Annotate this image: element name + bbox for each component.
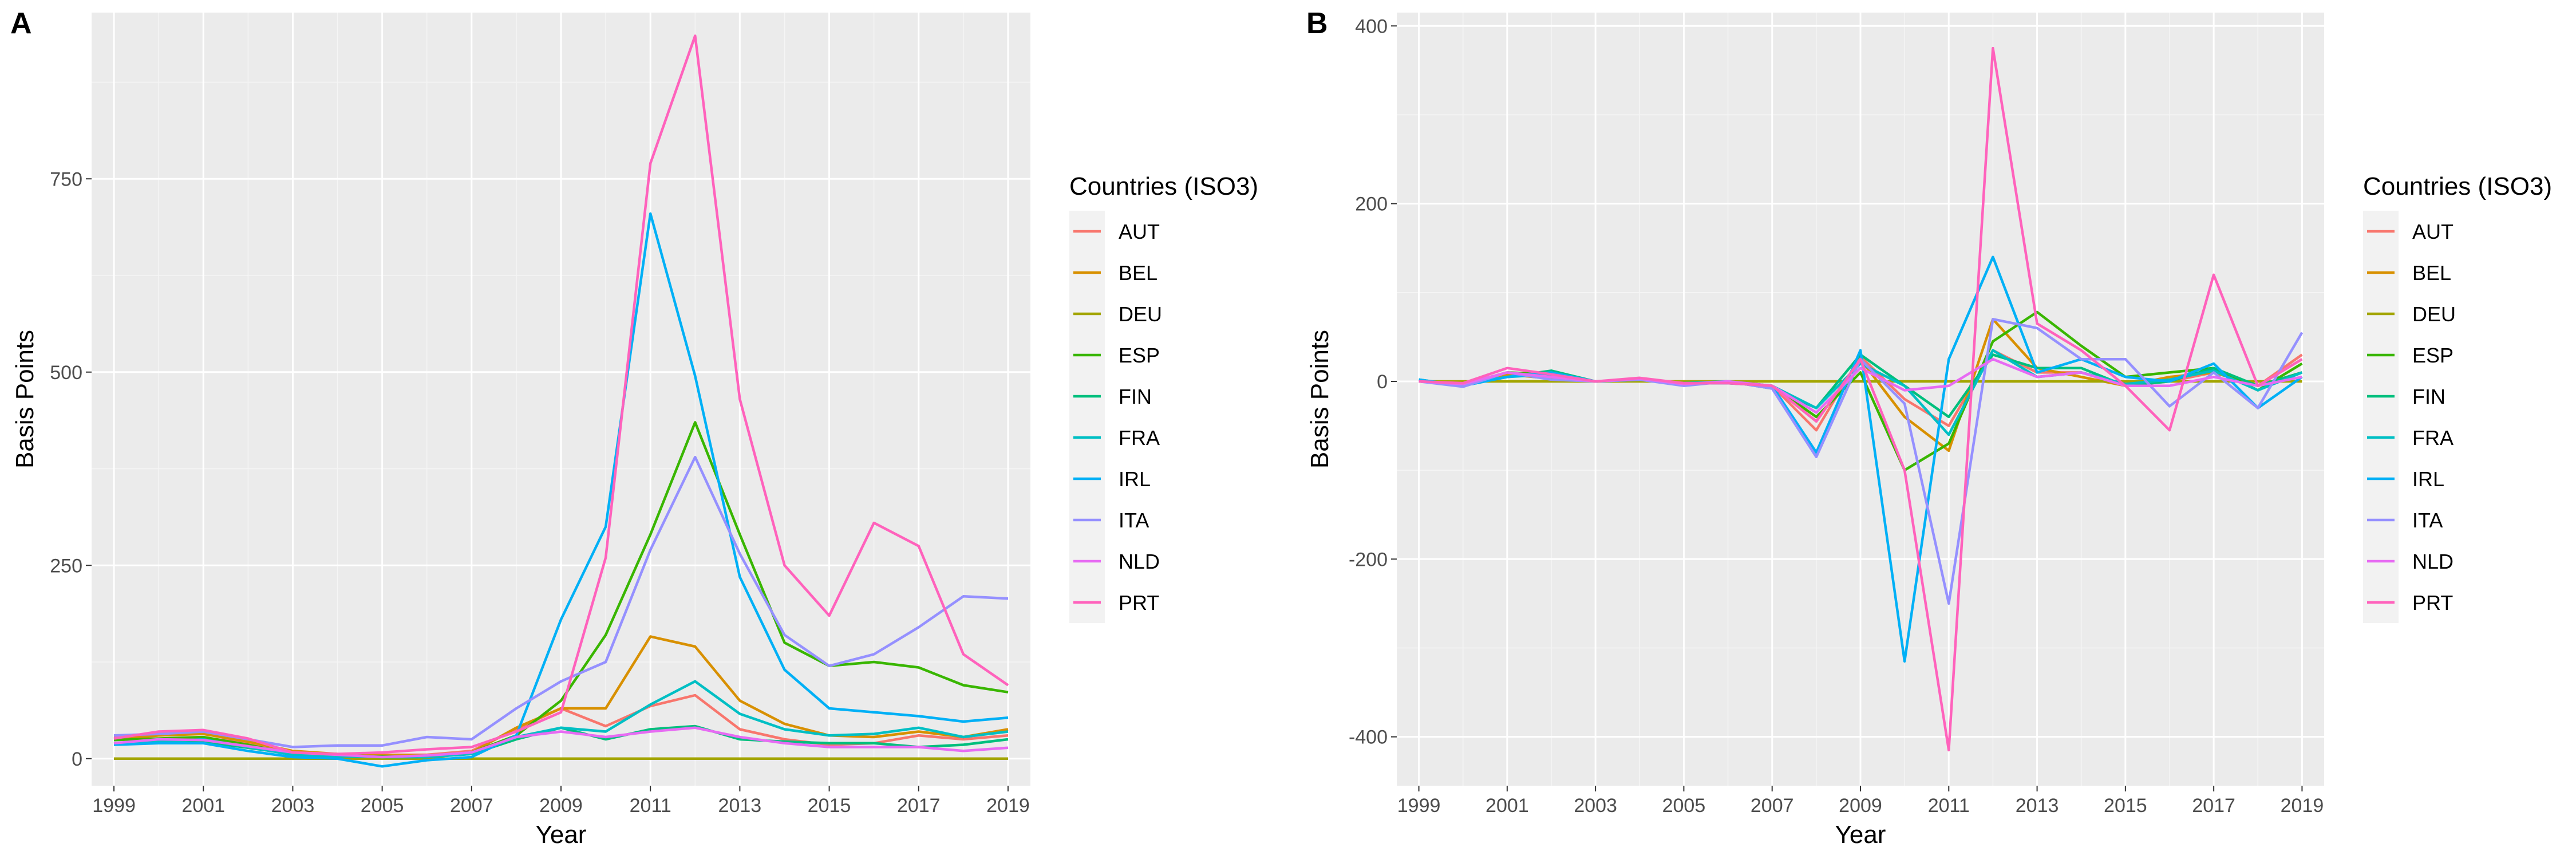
legend-label-nld: NLD [2412, 550, 2453, 573]
x-tick-label: 2003 [271, 795, 315, 817]
y-tick-label: 200 [1355, 194, 1388, 215]
series-line-nld [1419, 357, 2302, 414]
x-tick-label: 2011 [1928, 795, 1970, 817]
y-tick-label: 250 [50, 555, 82, 577]
panel-a-x-axis: 1999 2001 2003 2005 2007 2009 2011 2013 2015 2017… [92, 786, 1030, 817]
panel-a-label: A [10, 7, 32, 40]
legend-label-irl: IRL [1119, 467, 1151, 491]
panel-a-y-axis-title: Basis Points [11, 330, 39, 468]
panel-b: B 1999 2001 2003 2005 2007 2009 2011 2013 2015 20… [1306, 7, 2552, 849]
x-tick-label: 2017 [2192, 795, 2235, 817]
panel-b-series-lines [1419, 46, 2304, 752]
series-line-irl [113, 212, 1009, 768]
legend-label-fin: FIN [1119, 385, 1152, 408]
panel-b-y-axis-title: Basis Points [1306, 330, 1334, 468]
y-tick-label: 0 [72, 748, 82, 770]
panel-b-y-axis: -400 -200 0 200 400 [1349, 15, 1397, 748]
legend-label-fin: FIN [2412, 385, 2445, 408]
x-tick-label: 2009 [1839, 795, 1882, 817]
series-line-prt [113, 34, 1009, 755]
legend-label-bel: BEL [2412, 261, 2451, 285]
legend-label-fra: FRA [1119, 426, 1160, 450]
y-tick-label: -200 [1349, 549, 1388, 570]
y-tick-label: -400 [1349, 727, 1388, 748]
x-tick-label: 2019 [2281, 795, 2324, 817]
panel-a-y-axis: 0 250 500 750 [50, 168, 92, 770]
legend-label-prt: PRT [1119, 591, 1159, 614]
x-tick-label: 2009 [539, 795, 583, 817]
legend-label-prt: PRT [2412, 591, 2453, 614]
x-tick-label: 2013 [2016, 795, 2059, 817]
x-tick-label: 2003 [1574, 795, 1617, 817]
panel-b-x-axis: 1999 2001 2003 2005 2007 2009 2011 2013 2015 2017… [1397, 786, 2324, 817]
series-line-nld [113, 726, 1009, 759]
x-tick-label: 2019 [986, 795, 1030, 817]
x-tick-label: 2013 [718, 795, 762, 817]
legend-label-ita: ITA [1119, 509, 1149, 532]
panel-a-series-lines [113, 34, 1009, 768]
x-tick-label: 2007 [1751, 795, 1794, 817]
x-tick-label: 2015 [2104, 795, 2147, 817]
x-tick-label: 2007 [450, 795, 493, 817]
legend-label-deu: DEU [1119, 302, 1162, 326]
legend-label-deu: DEU [2412, 302, 2456, 326]
y-tick-label: 0 [1377, 371, 1388, 393]
y-tick-label: 500 [50, 362, 82, 384]
panel-b-label: B [1306, 7, 1328, 40]
legend-label-irl: IRL [2412, 467, 2444, 491]
x-tick-label: 1999 [1397, 795, 1441, 817]
panel-a: A 1999 2001 2003 2005 2007 2009 2011 2013 2015 20… [10, 7, 1258, 849]
x-tick-label: 1999 [92, 795, 136, 817]
panel-a-legend: Countries (ISO3) AUT BEL DEU ESP FIN FRA IRL IT… [1069, 172, 1258, 623]
legend-label-fra: FRA [2412, 426, 2453, 450]
x-tick-label: 2017 [897, 795, 941, 817]
x-tick-label: 2001 [1485, 795, 1529, 817]
panel-b-x-axis-title: Year [1835, 821, 1886, 849]
x-tick-label: 2015 [808, 795, 851, 817]
panel-a-legend-title: Countries (ISO3) [1069, 172, 1258, 200]
legend-key-background [2363, 211, 2399, 623]
legend-label-aut: AUT [1119, 220, 1160, 243]
x-tick-label: 2011 [630, 795, 671, 817]
legend-label-esp: ESP [1119, 344, 1160, 367]
legend-label-bel: BEL [1119, 261, 1157, 285]
y-tick-label: 400 [1355, 15, 1388, 37]
legend-label-nld: NLD [1119, 550, 1160, 573]
panel-a-x-axis-title: Year [536, 821, 587, 849]
series-line-prt [1419, 46, 2303, 752]
legend-label-ita: ITA [2412, 509, 2443, 532]
x-tick-label: 2005 [1662, 795, 1706, 817]
y-tick-label: 750 [50, 168, 82, 190]
legend-label-aut: AUT [2412, 220, 2453, 243]
x-tick-label: 2001 [181, 795, 225, 817]
x-tick-label: 2005 [361, 795, 404, 817]
legend-key-background [1069, 211, 1105, 623]
legend-label-esp: ESP [2412, 344, 2453, 367]
panel-b-legend-title: Countries (ISO3) [2363, 172, 2552, 200]
panel-b-legend: Countries (ISO3) AUT BEL DEU ESP FIN FRA IRL IT… [2363, 172, 2552, 623]
